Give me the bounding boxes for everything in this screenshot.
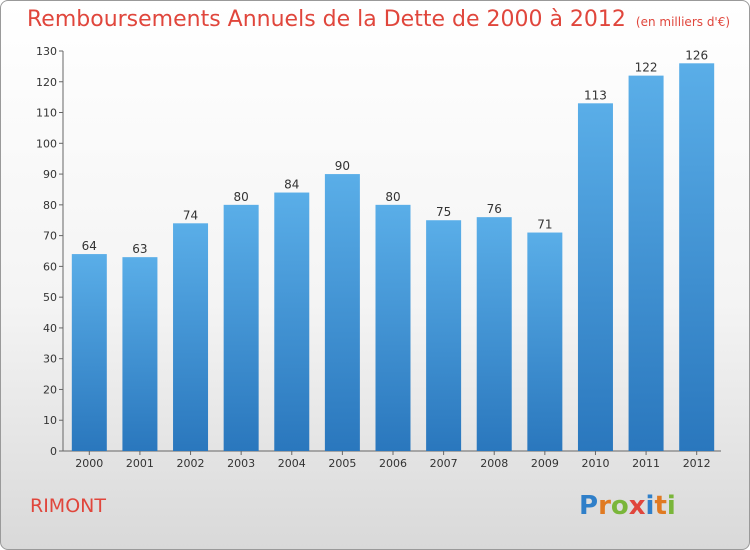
data-label: 113 xyxy=(584,88,607,102)
bar-2001 xyxy=(122,257,158,451)
y-tick-label: 40 xyxy=(43,322,57,335)
y-tick-label: 110 xyxy=(36,107,57,120)
place-name: RIMONT xyxy=(30,495,106,517)
logo-letter: o xyxy=(610,491,629,521)
y-tick-label: 50 xyxy=(43,291,57,304)
x-tick-label: 2003 xyxy=(227,457,255,470)
logo-letter: P xyxy=(579,491,599,521)
logo-letter: t xyxy=(654,491,667,521)
y-tick-label: 90 xyxy=(43,168,57,181)
proxiti-logo: Proxiti xyxy=(579,491,676,521)
data-labels: 64 63 74 80 84 90 80 75 76 71 113 122 126 xyxy=(82,48,708,256)
bar-2007 xyxy=(426,220,462,451)
logo-letter: r xyxy=(598,491,611,521)
logo-letter: i xyxy=(666,491,676,521)
y-tick-label: 130 xyxy=(36,45,57,58)
y-tick-label: 10 xyxy=(43,414,57,427)
logo-letter: x xyxy=(628,491,646,521)
data-label: 122 xyxy=(635,61,658,75)
data-label: 80 xyxy=(234,190,249,204)
x-tick-label: 2002 xyxy=(177,457,205,470)
y-tick-label: 100 xyxy=(36,137,57,150)
data-label: 76 xyxy=(487,202,502,216)
bar-2005 xyxy=(324,174,360,452)
chart-title-text: Remboursements Annuels de la Dette de 20… xyxy=(27,7,626,32)
data-label: 71 xyxy=(537,218,552,232)
bar-2006 xyxy=(375,204,411,451)
data-label: 80 xyxy=(385,190,400,204)
data-label: 126 xyxy=(685,48,708,62)
logo-letter: i xyxy=(645,491,655,521)
x-tick-label: 2006 xyxy=(379,457,407,470)
x-tick-label: 2001 xyxy=(126,457,154,470)
data-label: 64 xyxy=(82,239,97,253)
y-tick-label: 0 xyxy=(50,445,57,458)
chart-title: Remboursements Annuels de la Dette de 20… xyxy=(27,7,730,32)
x-tick-label: 2012 xyxy=(683,457,711,470)
bar-2002 xyxy=(173,223,209,451)
data-label: 74 xyxy=(183,208,198,222)
bars xyxy=(71,63,715,452)
bar-2009 xyxy=(527,232,563,451)
x-tick-label: 2010 xyxy=(581,457,609,470)
x-tick-label: 2004 xyxy=(278,457,306,470)
x-tick-label: 2007 xyxy=(430,457,458,470)
y-tick-label: 30 xyxy=(43,353,57,366)
bar-2011 xyxy=(628,75,664,451)
data-label: 63 xyxy=(132,242,147,256)
x-tick-label: 2011 xyxy=(632,457,660,470)
chart-subtitle: (en milliers d'€) xyxy=(635,15,731,29)
bar-2010 xyxy=(577,103,613,452)
data-label: 84 xyxy=(284,178,299,192)
data-label: 90 xyxy=(335,159,350,173)
x-tick-label: 2008 xyxy=(480,457,508,470)
y-tick-label: 70 xyxy=(43,230,57,243)
axes: 0 10 20 30 40 50 60 70 80 90 100 110 120 130 2000 2001 2… xyxy=(36,45,721,470)
y-tick-label: 20 xyxy=(43,383,57,396)
data-label: 75 xyxy=(436,205,451,219)
y-tick-label: 120 xyxy=(36,76,57,89)
bar-2008 xyxy=(476,217,512,451)
x-tick-label: 2005 xyxy=(328,457,356,470)
x-tick-label: 2009 xyxy=(531,457,559,470)
bar-2000 xyxy=(71,254,107,451)
x-tick-label: 2000 xyxy=(75,457,103,470)
bar-2003 xyxy=(223,204,259,451)
bar-2004 xyxy=(274,192,310,452)
y-tick-label: 60 xyxy=(43,260,57,273)
y-tick-label: 80 xyxy=(43,199,57,212)
bar-2012 xyxy=(679,63,715,452)
